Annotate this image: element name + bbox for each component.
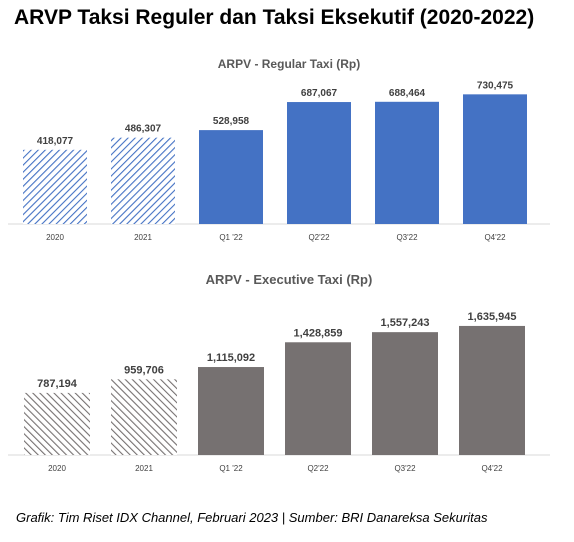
bar-group (24, 325, 525, 455)
executive-taxi-chart: ARPV - Executive Taxi (Rp) 787,194 959,70… (8, 272, 550, 473)
x-tick-label: Q2'22 (307, 464, 329, 473)
bar (459, 325, 525, 455)
x-tick-label: Q3'22 (396, 233, 418, 242)
bar (111, 137, 175, 224)
chart-title: ARPV - Regular Taxi (Rp) (218, 57, 360, 71)
x-tick-label: Q4'22 (484, 233, 506, 242)
x-tick-group: 2020 2021 Q1 '22 Q2'22 Q3'22 Q4'22 (46, 233, 506, 242)
x-tick-label: Q1 '22 (219, 233, 243, 242)
bar (375, 101, 439, 224)
chart-title: ARPV - Executive Taxi (Rp) (206, 272, 373, 287)
bar (111, 379, 177, 455)
bar (372, 332, 438, 455)
value-label-group: 418,077 486,307 528,958 687,067 688,464 730,4… (37, 80, 514, 146)
x-tick-label: 2020 (48, 464, 66, 473)
x-tick-label: 2020 (46, 233, 64, 242)
value-label: 486,307 (125, 124, 162, 135)
bar (24, 392, 90, 455)
value-label: 1,428,859 (294, 327, 343, 339)
x-tick-group: 2020 2021 Q1 '22 Q2'22 Q3'22 Q4'22 (48, 464, 503, 473)
x-tick-label: Q4'22 (481, 464, 503, 473)
bar (287, 102, 351, 224)
regular-taxi-chart: ARPV - Regular Taxi (Rp) 418,077 486,307 5… (8, 57, 550, 242)
x-tick-label: 2021 (135, 464, 153, 473)
value-label: 730,475 (477, 80, 514, 91)
x-tick-label: Q1 '22 (219, 464, 243, 473)
value-label: 787,194 (37, 378, 78, 390)
value-label: 687,067 (301, 88, 338, 99)
value-label: 688,464 (389, 88, 426, 99)
value-label: 1,557,243 (381, 317, 430, 329)
x-tick-label: Q3'22 (394, 464, 416, 473)
page-title: ARVP Taksi Reguler dan Taksi Eksekutif (… (14, 6, 535, 29)
value-label-group: 787,194 959,706 1,115,092 1,428,859 1,557,24… (37, 311, 516, 390)
source-footer: Grafik: Tim Riset IDX Channel, Februari … (16, 510, 488, 525)
value-label: 418,077 (37, 136, 74, 147)
bar (198, 367, 264, 455)
bar (199, 130, 263, 224)
value-label: 1,635,945 (468, 311, 517, 323)
x-tick-label: 2021 (134, 233, 152, 242)
bar (285, 342, 351, 455)
value-label: 959,706 (124, 364, 164, 376)
value-label: 1,115,092 (207, 352, 255, 364)
x-tick-label: Q2'22 (308, 233, 330, 242)
bar (463, 94, 527, 224)
bar-group (23, 94, 527, 224)
bar (23, 149, 87, 224)
value-label: 528,958 (213, 116, 250, 127)
